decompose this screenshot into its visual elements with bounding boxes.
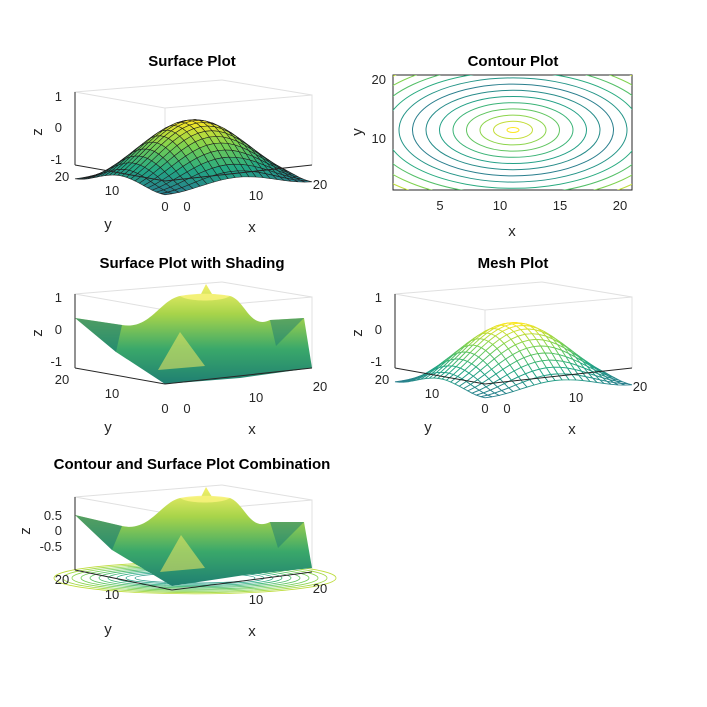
contour-line	[412, 83, 614, 177]
y-axis-label: y	[104, 621, 112, 638]
panel-contour-plot: Contour Plot 20 10 y 5 10 15 20 x	[349, 53, 633, 240]
y-tick-label: 0	[161, 401, 168, 416]
axis-lines	[74, 497, 313, 591]
z-tick-label: 0.5	[44, 508, 62, 523]
z-axis-label: z	[29, 329, 46, 337]
y-tick-label: 20	[55, 169, 69, 184]
y-axis-label: y	[424, 419, 432, 436]
y-tick-label: 20	[372, 72, 386, 87]
x-tick-label: 20	[313, 379, 327, 394]
x-tick-label: 15	[553, 198, 567, 213]
shaded-surface	[75, 284, 312, 384]
x-tick-label: 10	[249, 390, 263, 405]
x-tick-label: 20	[313, 177, 327, 192]
x-tick-label: 0	[183, 401, 190, 416]
x-tick-label: 10	[249, 592, 263, 607]
x-tick-label: 20	[633, 379, 647, 394]
surface-mesh	[74, 119, 313, 196]
z-tick-label: 1	[375, 290, 382, 305]
contour-line	[425, 89, 601, 171]
y-axis-label: y	[104, 216, 112, 233]
y-tick-label: 10	[105, 183, 119, 198]
axis-lines	[74, 294, 313, 385]
z-axis-label: z	[17, 527, 34, 535]
x-tick-label: 5	[436, 198, 443, 213]
panel-surfc-plot: Contour and Surface Plot Combination 0.5…	[17, 456, 337, 640]
contour-line	[439, 96, 587, 164]
x-axis-label: x	[508, 223, 516, 240]
z-tick-label: -1	[370, 354, 382, 369]
z-tick-label: 1	[55, 290, 62, 305]
shaded-surface	[75, 487, 312, 586]
x-axis-label: x	[568, 421, 576, 438]
y-tick-label: 20	[55, 372, 69, 387]
panel-title: Surface Plot with Shading	[99, 255, 284, 272]
x-tick-label: 10	[569, 390, 583, 405]
contour-line	[479, 114, 547, 146]
contour-line	[493, 120, 533, 140]
contour-line	[506, 127, 520, 133]
z-tick-label: -0.5	[40, 539, 62, 554]
contour-line	[452, 102, 574, 158]
y-axis-label: y	[104, 419, 112, 436]
z-axis-label: z	[349, 329, 366, 337]
x-axis-label: x	[248, 219, 256, 236]
x-tick-label: 10	[493, 198, 507, 213]
contour-lines	[393, 75, 632, 190]
y-tick-label: 0	[481, 401, 488, 416]
y-axis-label: y	[349, 128, 366, 136]
x-tick-label: 20	[313, 581, 327, 596]
z-tick-label: 1	[55, 89, 62, 104]
x-axis-label: x	[248, 421, 256, 438]
y-tick-label: 0	[161, 199, 168, 214]
z-tick-label: 0	[55, 120, 62, 135]
contour-line	[466, 108, 560, 152]
panel-surface-shading: Surface Plot with Shading 1 0 -1 z 20 10…	[29, 255, 327, 438]
z-tick-label: -1	[50, 354, 62, 369]
x-tick-label: 20	[613, 198, 627, 213]
surface-facet	[160, 191, 173, 196]
y-tick-label: 10	[105, 386, 119, 401]
x-tick-label: 0	[503, 401, 510, 416]
wire-mesh	[394, 322, 633, 399]
panel-mesh-plot: Mesh Plot 1 0 -1 z 20 10 0 y 0 10 20 x	[349, 255, 647, 438]
z-tick-label: 0	[375, 322, 382, 337]
z-axis-label: z	[29, 128, 46, 136]
y-tick-label: 20	[375, 372, 389, 387]
contour-line	[398, 77, 628, 183]
y-tick-label: 10	[105, 587, 119, 602]
axis-lines	[74, 92, 313, 182]
x-tick-label: 0	[183, 199, 190, 214]
z-tick-label: 0	[55, 322, 62, 337]
axis-lines	[394, 294, 633, 385]
x-tick-label: 10	[249, 188, 263, 203]
z-tick-label: -1	[50, 152, 62, 167]
x-axis-label: x	[248, 623, 256, 640]
panel-title: Surface Plot	[148, 53, 236, 70]
y-tick-label: 10	[372, 131, 386, 146]
z-tick-label: 0	[55, 523, 62, 538]
panel-title: Mesh Plot	[478, 255, 549, 272]
contour-line	[393, 75, 632, 189]
panel-title: Contour Plot	[468, 53, 559, 70]
y-tick-label: 20	[55, 572, 69, 587]
panel-title: Contour and Surface Plot Combination	[54, 456, 331, 473]
panel-surface-plot: Surface Plot 1 0 -1 z 20 10 0 y 0 10 20 …	[29, 53, 327, 236]
y-tick-label: 10	[425, 386, 439, 401]
mesh-cell	[480, 394, 493, 399]
